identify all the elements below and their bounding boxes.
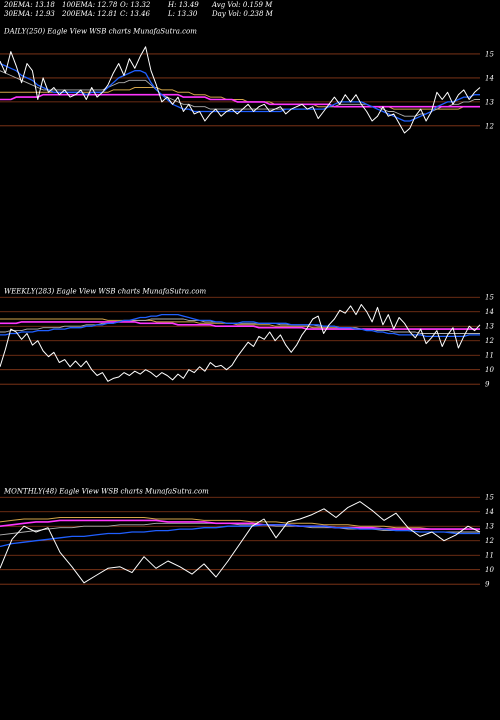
y-tick-label: 11 (485, 352, 494, 360)
chart-panel: 15 14 13 12 11 10 9 MONTHLY(48) Eagle View WSB … (0, 488, 494, 589)
ema30-line (0, 70, 480, 117)
panel-title: WEEKLY(283) Eagle View WSB charts Munafa… (4, 288, 206, 296)
header-stat: 200EMA: 12.81 (61, 10, 117, 18)
header-stat: 100EMA: 12.78 (62, 1, 118, 9)
header-stat: O: 13.32 (120, 1, 151, 9)
y-tick-label: 10 (485, 566, 494, 574)
y-tick-label: 12 (485, 537, 494, 545)
header-stat: Day Vol: 0.238 M (211, 10, 274, 18)
price-line (0, 304, 481, 382)
price-line (0, 501, 481, 584)
chart-panel: 15 14 13 12 11 10 9 WEEKLY(283) Eagle View WSB … (0, 288, 494, 389)
y-tick-label: 14 (485, 308, 494, 316)
y-tick-label: 12 (485, 122, 494, 130)
chart-header: 20EMA: 13.18 100EMA: 12.78 O: 13.32 H: 13.4… (3, 1, 274, 18)
y-tick-label: 11 (485, 552, 494, 560)
header-stat: C: 13.46 (120, 10, 151, 18)
y-tick-label: 10 (485, 366, 494, 374)
y-tick-label: 15 (485, 294, 494, 302)
header-stat: L: 13.30 (167, 10, 198, 18)
ema20-line (0, 313, 480, 338)
panel-title: MONTHLY(48) Eagle View WSB charts Munafa… (3, 488, 209, 496)
chart-panels: 15 14 13 12 DAILY(250) Eagle View WSB charts… (0, 28, 494, 589)
y-tick-label: 9 (485, 381, 490, 389)
ema100-line (0, 517, 480, 530)
y-tick-label: 13 (485, 523, 494, 531)
y-tick-label: 12 (485, 337, 494, 345)
ema30-line (0, 318, 480, 334)
y-tick-label: 15 (485, 50, 494, 58)
y-tick-label: 13 (485, 98, 494, 106)
header-stat: 20EMA: 13.18 (3, 1, 55, 9)
price-line (0, 46, 481, 134)
y-tick-label: 15 (485, 494, 494, 502)
y-tick-label: 14 (485, 508, 494, 516)
y-tick-label: 14 (485, 74, 494, 82)
chart-panel: 15 14 13 12 DAILY(250) Eagle View WSB charts… (0, 28, 494, 134)
ema100-line (0, 87, 480, 110)
header-stat: 30EMA: 12.93 (4, 10, 55, 18)
ema200-line (0, 519, 480, 530)
ema20-line (0, 524, 480, 548)
ema200-line (0, 93, 480, 108)
y-tick-label: 9 (485, 581, 490, 589)
y-tick-label: 13 (485, 323, 494, 331)
panel-title: DAILY(250) Eagle View WSB charts MunafaS… (3, 28, 197, 36)
ema200-line (0, 321, 480, 330)
header-stat: Avg Vol: 0.159 M (211, 1, 273, 9)
header-stat: H: 13.49 (167, 1, 199, 9)
ema20-line (0, 62, 480, 122)
